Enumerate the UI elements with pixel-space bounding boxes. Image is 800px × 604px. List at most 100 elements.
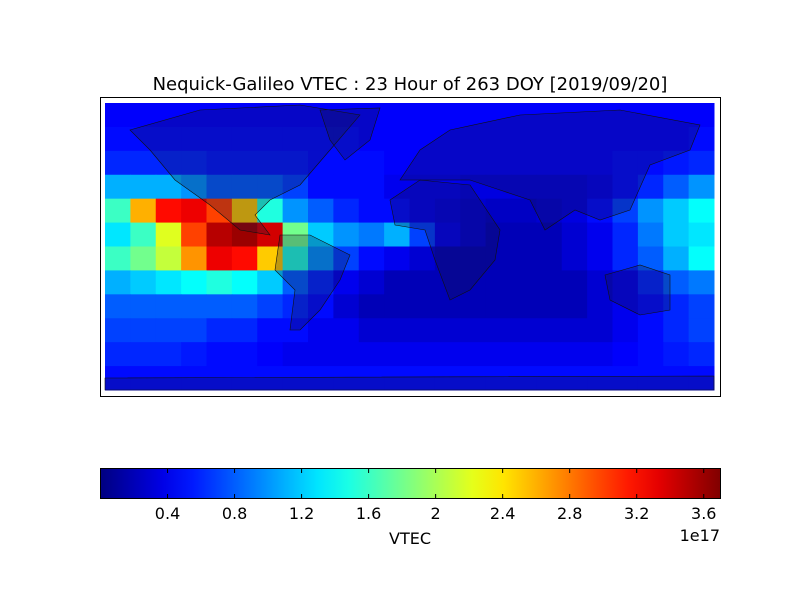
cell (206, 198, 233, 224)
cell (384, 246, 410, 271)
cell (231, 174, 258, 200)
cell (663, 198, 690, 224)
cell (587, 318, 613, 343)
cell (384, 294, 410, 319)
cell (536, 174, 563, 200)
cell (612, 198, 639, 224)
cell (257, 318, 284, 343)
cell (130, 366, 157, 391)
tick-label: 2 (431, 504, 441, 523)
cell (511, 222, 537, 247)
cell (663, 318, 690, 343)
cell (511, 103, 537, 128)
cell (105, 246, 131, 271)
land (129, 104, 361, 236)
cell (434, 294, 461, 319)
cell (434, 198, 461, 224)
cell (561, 174, 588, 200)
cell (155, 318, 182, 343)
cell (155, 174, 182, 200)
cell (460, 246, 487, 271)
cell (384, 366, 410, 391)
cell (485, 342, 512, 367)
cell (434, 318, 461, 343)
cell (308, 366, 334, 391)
cell (231, 270, 258, 295)
cell (358, 198, 385, 224)
tick-label: 0.8 (222, 504, 247, 523)
cell (358, 342, 385, 367)
cell (105, 366, 131, 391)
cell (485, 198, 512, 224)
cell (688, 270, 715, 295)
cell (130, 222, 157, 247)
cell (688, 246, 715, 271)
cell (561, 246, 588, 271)
cell (612, 342, 639, 367)
cell (561, 126, 588, 152)
cell (231, 198, 258, 224)
cell (409, 150, 436, 176)
cell (282, 198, 309, 224)
cell (358, 150, 385, 176)
cell (105, 342, 131, 367)
cell (282, 270, 309, 295)
cell (105, 150, 131, 176)
heatmap (105, 103, 715, 391)
cell (612, 270, 639, 295)
cell (130, 174, 157, 200)
cell (282, 150, 309, 176)
cell (181, 126, 207, 152)
cell (536, 270, 563, 295)
cell (612, 174, 639, 200)
cell (663, 126, 690, 152)
cell (155, 246, 182, 271)
cell (333, 318, 360, 343)
colorbar (100, 468, 721, 499)
cell (587, 198, 613, 224)
cell (333, 103, 360, 128)
cell (561, 198, 588, 224)
cell (358, 318, 385, 343)
cell (231, 366, 258, 391)
cell (181, 246, 207, 271)
tick-label: 0.4 (155, 504, 180, 523)
cell (536, 366, 563, 391)
cell (688, 174, 715, 200)
cell (384, 318, 410, 343)
cell (485, 150, 512, 176)
cell (485, 318, 512, 343)
cell (105, 174, 131, 200)
cell (105, 126, 131, 152)
cell (409, 366, 436, 391)
cell (308, 342, 334, 367)
cell (105, 198, 131, 224)
land (399, 109, 701, 231)
cell (587, 246, 613, 271)
cell (155, 198, 182, 224)
colorbar-label: VTEC (389, 529, 431, 548)
cell (206, 174, 233, 200)
cell (105, 103, 131, 128)
cell (511, 342, 537, 367)
cell (637, 222, 664, 247)
cell (409, 174, 436, 200)
cell (511, 294, 537, 319)
cell (485, 294, 512, 319)
cell (612, 222, 639, 247)
cell (231, 294, 258, 319)
cell (257, 126, 284, 152)
cell (612, 150, 639, 176)
cell (257, 270, 284, 295)
cell (663, 246, 690, 271)
cell (105, 294, 131, 319)
cell (561, 294, 588, 319)
cell (688, 150, 715, 176)
cell (637, 150, 664, 176)
cell (460, 150, 487, 176)
land (604, 264, 671, 316)
cell (612, 366, 639, 391)
cell (358, 366, 385, 391)
tick-label: 1.2 (289, 504, 314, 523)
